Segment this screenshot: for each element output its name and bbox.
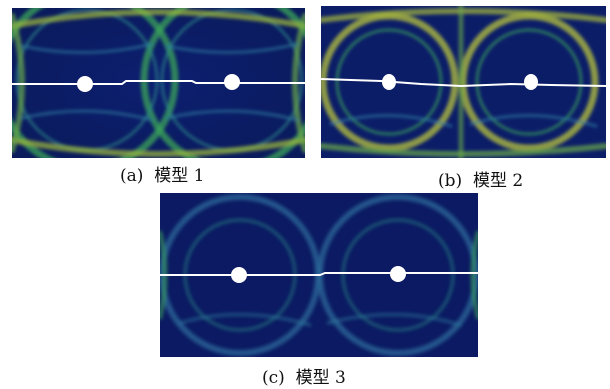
model-2-image: [321, 6, 606, 158]
caption-model-3: (c) 模型 3: [262, 368, 346, 388]
caption-model-2: (b) 模型 2: [438, 171, 524, 191]
model-1-image: [12, 8, 305, 158]
model-3-image: [160, 193, 478, 357]
caption-model-1: (a) 模型 1: [120, 166, 205, 186]
